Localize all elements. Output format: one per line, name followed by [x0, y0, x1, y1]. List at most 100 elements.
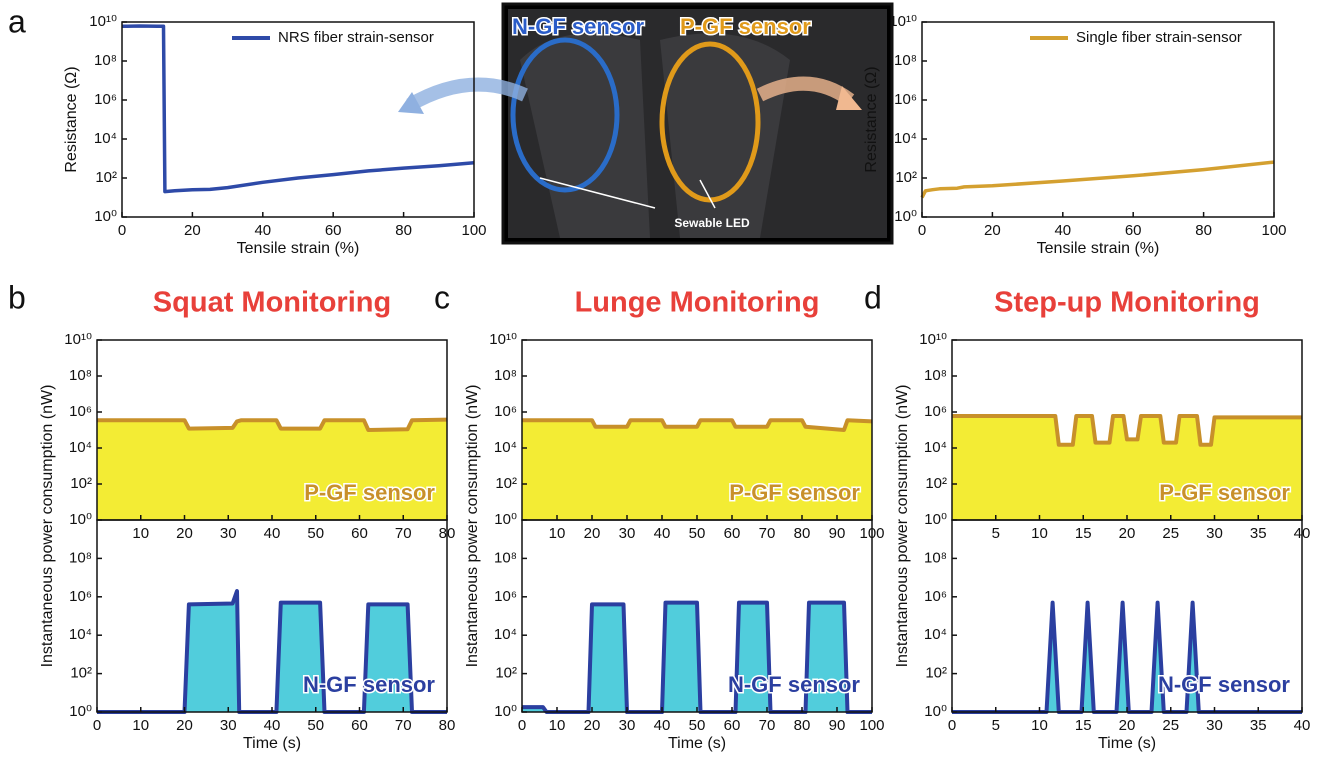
x-tick-label: 70 — [395, 525, 412, 542]
y-tick-label: 10¹⁰ — [89, 13, 117, 30]
area — [522, 420, 872, 520]
x-tick-label: 30 — [619, 717, 636, 734]
x-tick-label: 80 — [439, 717, 456, 734]
y-tick-label: 10⁴ — [494, 626, 517, 643]
y-tick-label: 10² — [495, 665, 517, 682]
y-tick-label: 10⁸ — [94, 52, 117, 69]
x-tick-label: 40 — [264, 717, 281, 734]
x-tick-label: 20 — [176, 717, 193, 734]
y-tick-label: 10⁴ — [894, 130, 917, 147]
x-tick-label: 20 — [984, 222, 1001, 239]
line — [920, 160, 1275, 199]
x-tick-label: 30 — [220, 717, 237, 734]
x-tick-label: 10 — [549, 717, 566, 734]
y-tick-label: 10⁶ — [894, 91, 917, 108]
y-tick-label: 10⁰ — [69, 703, 92, 720]
line — [522, 600, 872, 714]
x-axis-label: Tensile strain (%) — [1037, 240, 1160, 257]
x-tick-label: 10 — [1031, 717, 1048, 734]
y-tick-label: 10² — [95, 169, 117, 186]
y-tick-label: 10⁶ — [494, 588, 517, 605]
plot-frame — [921, 21, 1275, 218]
y-tick-label: 10⁸ — [494, 549, 517, 566]
y-tick-label: 10² — [70, 475, 92, 492]
x-tick-label: 60 — [724, 717, 741, 734]
x-tick-label: 20 — [1119, 525, 1136, 542]
x-tick-label: 0 — [948, 717, 956, 734]
x-tick-label: 25 — [1162, 525, 1179, 542]
chart: N-GF sensor 0 5 10 15 20 25 30 35 40 10⁰ 10² 10⁴ 10⁶ 1… — [924, 519, 1311, 752]
y-tick-label: 10⁴ — [924, 626, 947, 643]
x-tick-label: 35 — [1250, 717, 1267, 734]
y-tick-label: 10² — [925, 665, 947, 682]
chart: Single fiber strain-sensor 0 20 40 60 80 100 10… — [863, 13, 1286, 257]
x-tick-label: 25 — [1162, 717, 1179, 734]
line — [952, 600, 1302, 714]
x-tick-label: 100 — [859, 717, 884, 734]
x-tick-label: 90 — [829, 525, 846, 542]
x-tick-label: 60 — [351, 717, 368, 734]
line — [97, 589, 447, 714]
x-tick-label: 0 — [518, 717, 526, 734]
x-tick-label: 80 — [794, 525, 811, 542]
y-axis-label: Resistance (Ω) — [63, 66, 80, 172]
panel-label: b — [8, 279, 26, 315]
x-tick-label: 0 — [93, 717, 101, 734]
x-tick-label: 30 — [1206, 525, 1223, 542]
x-tick-label: 40 — [654, 717, 671, 734]
y-tick-label: 10⁶ — [494, 403, 517, 420]
y-tick-label: 10⁰ — [924, 511, 947, 528]
area — [97, 591, 447, 712]
y-tick-label: 10² — [495, 475, 517, 492]
x-tick-label: 20 — [1119, 717, 1136, 734]
chart: NRS fiber strain-sensor 0 20 40 60 80 100 10⁰ 10… — [63, 13, 486, 257]
x-tick-label: 50 — [307, 525, 324, 542]
area — [952, 416, 1302, 520]
panel-label: c — [434, 279, 450, 315]
y-tick-label: 10¹⁰ — [489, 331, 517, 348]
x-tick-label: 5 — [992, 717, 1000, 734]
y-tick-label: 10⁸ — [924, 367, 947, 384]
series-label: P-GF sensor — [1159, 480, 1290, 505]
x-tick-label: 35 — [1250, 525, 1267, 542]
y-axis-label: Instantaneous power consumption (nW) — [39, 385, 56, 668]
x-tick-label: 60 — [1125, 222, 1142, 239]
photo-label: P-GF sensor — [680, 14, 811, 39]
x-tick-label: 100 — [1261, 222, 1286, 239]
x-tick-label: 60 — [351, 525, 368, 542]
y-axis-label: Instantaneous power consumption (nW) — [464, 385, 481, 668]
x-tick-label: 15 — [1075, 525, 1092, 542]
y-tick-label: 10⁶ — [94, 91, 117, 108]
x-tick-label: 80 — [1195, 222, 1212, 239]
y-tick-label: 10² — [895, 169, 917, 186]
y-tick-label: 10⁴ — [494, 439, 517, 456]
x-axis-label: Time (s) — [668, 735, 726, 752]
y-tick-label: 10² — [925, 475, 947, 492]
arrow-head — [398, 92, 424, 114]
y-tick-label: 10⁸ — [924, 549, 947, 566]
x-tick-label: 90 — [829, 717, 846, 734]
x-tick-label: 40 — [264, 525, 281, 542]
x-axis-label: Time (s) — [243, 735, 301, 752]
x-tick-label: 40 — [1294, 717, 1311, 734]
y-tick-label: 10² — [70, 665, 92, 682]
y-tick-label: 10¹⁰ — [64, 331, 92, 348]
x-tick-label: 20 — [584, 717, 601, 734]
y-tick-label: 10⁰ — [924, 703, 947, 720]
y-tick-label: 10⁸ — [69, 367, 92, 384]
photo: N-GF sensor P-GF sensor Sewable LED — [501, 2, 894, 245]
x-tick-label: 70 — [395, 717, 412, 734]
chart-title: Step-up Monitoring — [994, 287, 1260, 319]
legend-label: NRS fiber strain-sensor — [278, 29, 434, 46]
x-tick-label: 40 — [254, 222, 271, 239]
x-tick-label: 10 — [1031, 525, 1048, 542]
x-tick-label: 70 — [759, 717, 776, 734]
y-tick-label: 10⁰ — [494, 703, 517, 720]
y-tick-label: 10⁰ — [94, 208, 117, 225]
chart-title: Lunge Monitoring — [575, 287, 820, 319]
panel-label: d — [864, 279, 882, 315]
